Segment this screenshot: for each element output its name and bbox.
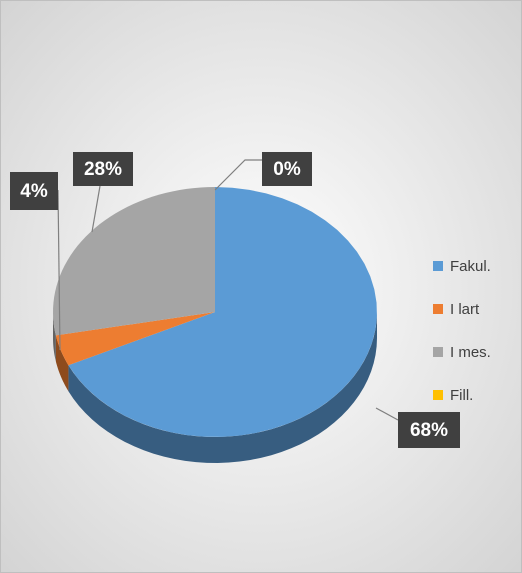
label-box (73, 152, 133, 186)
legend-label: I lart (450, 301, 480, 318)
leader-line (91, 185, 101, 233)
data-label: 0% (273, 159, 301, 180)
legend-swatch (433, 261, 443, 271)
pie-slice (53, 187, 216, 336)
leader-line (214, 159, 262, 191)
pie-slice (68, 187, 377, 437)
label-box (398, 412, 460, 448)
data-label: 68% (410, 420, 448, 441)
pie-side (68, 312, 377, 463)
data-label: 4% (20, 181, 48, 202)
leader-line (57, 189, 61, 351)
pie-side (53, 312, 56, 362)
legend-swatch (433, 347, 443, 357)
label-box (10, 172, 58, 210)
data-label: 28% (84, 159, 122, 180)
leader-line (375, 407, 399, 421)
pie-slice (55, 312, 216, 366)
legend-label: Fakul. (450, 258, 491, 275)
legend-swatch (433, 390, 443, 400)
label-box (262, 152, 312, 186)
legend-label: I mes. (450, 344, 491, 361)
legend-label: Fill. (450, 387, 473, 404)
pie-side (55, 335, 69, 392)
legend-swatch (433, 304, 443, 314)
